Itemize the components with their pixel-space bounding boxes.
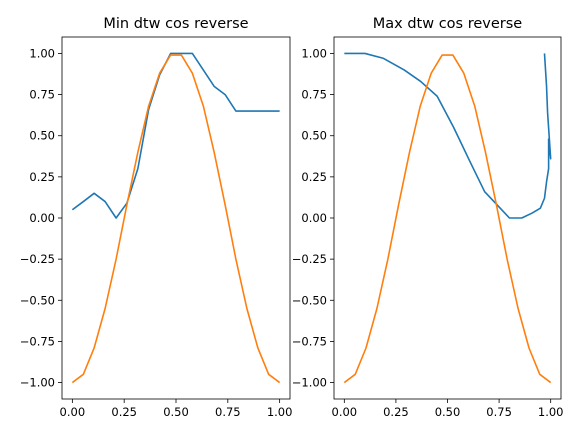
chart-title: Max dtw cos reverse xyxy=(373,16,523,32)
x-tick-label: 0.25 xyxy=(383,405,409,419)
series-line-1 xyxy=(71,52,280,219)
x-tick-label: 0.50 xyxy=(163,405,189,419)
x-tick-label: 1.00 xyxy=(267,405,293,419)
y-tick-label: −1.00 xyxy=(20,376,55,390)
y-tick-label: 1.00 xyxy=(29,46,55,60)
series-line-2 xyxy=(343,54,552,384)
y-tick-label: 0.50 xyxy=(301,129,327,143)
series-line-2 xyxy=(71,54,281,384)
y-tick-label: 0.00 xyxy=(29,211,55,225)
y-tick-label: 0.00 xyxy=(301,211,327,225)
y-tick-label: 0.25 xyxy=(301,170,327,184)
y-tick-label: −0.50 xyxy=(292,293,327,307)
y-tick-label: 0.50 xyxy=(29,129,55,143)
subplot-2: Max dtw cos reverse 0.00 0.25 0.50 0.75 1.00 1… xyxy=(292,16,564,419)
y-tick-label: 0.75 xyxy=(301,88,327,102)
subplot-1: Min dtw cos reverse 0.00 0.25 0.50 0.75 1.00 1… xyxy=(20,16,293,419)
y-tick-label: 1.00 xyxy=(301,46,327,60)
series-line-1 xyxy=(344,52,552,219)
y-tick-label: −1.00 xyxy=(292,376,327,390)
axes-frame xyxy=(333,36,562,400)
y-tick-label: −0.25 xyxy=(20,252,55,266)
axes-frame xyxy=(61,36,291,400)
y-tick-label: 0.25 xyxy=(29,170,55,184)
x-tick-label: 0.00 xyxy=(332,405,358,419)
x-tick-label: 0.75 xyxy=(486,405,512,419)
y-tick-label: −0.75 xyxy=(20,334,55,348)
y-tick-label: −0.75 xyxy=(292,334,327,348)
y-tick-label: −0.25 xyxy=(292,252,327,266)
x-tick-label: 1.00 xyxy=(538,405,564,419)
y-tick-label: −0.50 xyxy=(20,293,55,307)
x-tick-label: 0.25 xyxy=(111,405,137,419)
y-tick-label: 0.75 xyxy=(29,88,55,102)
x-tick-label: 0.00 xyxy=(60,405,86,419)
x-tick-label: 0.50 xyxy=(435,405,461,419)
chart-title: Min dtw cos reverse xyxy=(103,16,248,32)
x-tick-label: 0.75 xyxy=(215,405,241,419)
